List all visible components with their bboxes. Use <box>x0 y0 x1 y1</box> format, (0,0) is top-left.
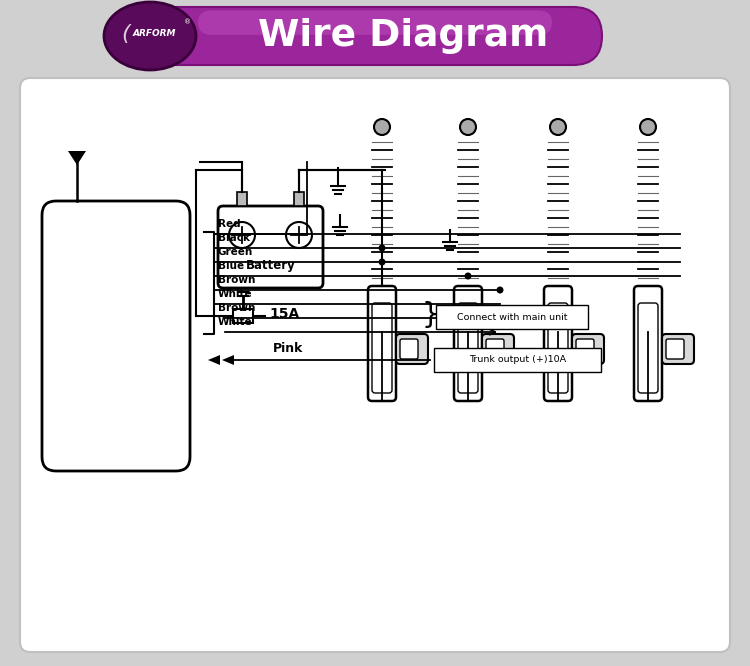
Text: ARFORM: ARFORM <box>132 29 176 39</box>
Text: Green: Green <box>218 247 254 257</box>
FancyBboxPatch shape <box>482 334 514 364</box>
FancyBboxPatch shape <box>576 339 594 359</box>
Ellipse shape <box>104 2 196 70</box>
Text: Trunk output (+)10A: Trunk output (+)10A <box>469 356 566 364</box>
Text: 15A: 15A <box>269 307 299 321</box>
Circle shape <box>374 119 390 135</box>
FancyBboxPatch shape <box>400 339 418 359</box>
Circle shape <box>640 119 656 135</box>
Text: Red: Red <box>218 219 241 229</box>
Circle shape <box>464 272 472 280</box>
FancyBboxPatch shape <box>218 206 323 288</box>
Circle shape <box>286 222 312 248</box>
Text: Brown: Brown <box>218 303 255 313</box>
FancyBboxPatch shape <box>458 303 478 393</box>
FancyBboxPatch shape <box>434 348 601 372</box>
Polygon shape <box>208 355 220 365</box>
Polygon shape <box>68 151 86 165</box>
FancyBboxPatch shape <box>662 334 694 364</box>
FancyBboxPatch shape <box>148 7 602 65</box>
Text: Wire Diagram: Wire Diagram <box>258 18 548 54</box>
Text: Pink: Pink <box>273 342 303 355</box>
Text: ®: ® <box>184 19 191 25</box>
Circle shape <box>229 222 255 248</box>
Text: Black: Black <box>218 233 250 243</box>
Circle shape <box>379 258 386 266</box>
FancyBboxPatch shape <box>42 201 190 471</box>
Text: (: ( <box>122 24 130 44</box>
FancyBboxPatch shape <box>454 286 482 401</box>
FancyBboxPatch shape <box>486 339 504 359</box>
Text: White: White <box>218 317 253 327</box>
FancyBboxPatch shape <box>294 192 304 206</box>
FancyBboxPatch shape <box>20 78 730 652</box>
Circle shape <box>496 286 503 294</box>
Text: Blue: Blue <box>218 261 244 271</box>
FancyBboxPatch shape <box>638 303 658 393</box>
FancyBboxPatch shape <box>237 192 247 206</box>
Text: White: White <box>218 289 253 299</box>
FancyBboxPatch shape <box>372 303 392 393</box>
Polygon shape <box>222 355 234 365</box>
FancyBboxPatch shape <box>198 11 552 35</box>
FancyBboxPatch shape <box>666 339 684 359</box>
Text: Brown: Brown <box>218 275 255 285</box>
FancyBboxPatch shape <box>436 305 588 329</box>
Circle shape <box>460 119 476 135</box>
FancyBboxPatch shape <box>634 286 662 401</box>
FancyBboxPatch shape <box>544 286 572 401</box>
FancyBboxPatch shape <box>233 309 253 323</box>
Circle shape <box>379 244 386 252</box>
FancyBboxPatch shape <box>396 334 428 364</box>
Text: }: } <box>422 301 439 329</box>
FancyBboxPatch shape <box>572 334 604 364</box>
Text: Connect with main unit: Connect with main unit <box>457 312 567 322</box>
FancyBboxPatch shape <box>368 286 396 401</box>
Text: Battery: Battery <box>246 260 296 272</box>
Circle shape <box>550 119 566 135</box>
FancyBboxPatch shape <box>548 303 568 393</box>
